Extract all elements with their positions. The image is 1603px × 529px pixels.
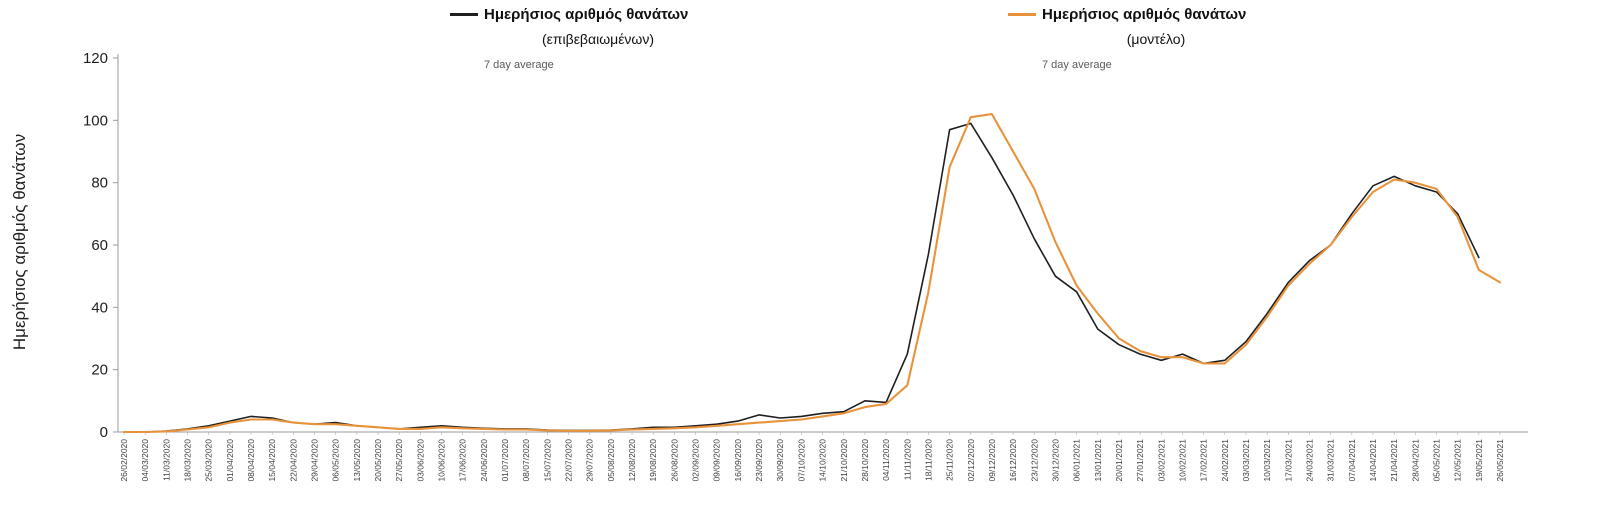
x-tick-label: 03/03/2021 [1241,439,1251,482]
x-tick-label: 18/03/2020 [183,439,193,482]
x-tick-label: 16/09/2020 [733,439,743,482]
model-series-swatch [1008,13,1036,16]
x-tick-label: 14/04/2021 [1368,439,1378,482]
x-tick-label: 22/04/2020 [288,439,298,482]
x-tick-label: 24/03/2021 [1304,439,1314,482]
x-tick-label: 11/11/2020 [902,439,912,481]
x-tick-label: 08/07/2020 [521,439,531,482]
x-tick-label: 25/03/2020 [204,439,214,482]
x-tick-label: 13/05/2020 [352,439,362,482]
x-tick-label: 04/11/2020 [881,439,891,481]
x-tick-label: 30/09/2020 [775,439,785,482]
x-tick-label: 19/05/2021 [1474,439,1484,482]
x-tick-label: 17/02/2021 [1199,439,1209,482]
legend-model-subtitle: (μοντέλο) [1126,31,1186,47]
x-tick-label: 20/01/2021 [1114,439,1124,482]
x-tick-label: 01/07/2020 [500,439,510,482]
legend-model-average-note: 7 day average [1042,59,1112,71]
x-tick-label: 20/05/2020 [373,439,383,482]
legend-confirmed-subtitle: (επιβεβαιωμένων) [541,31,655,47]
x-tick-label: 31/03/2021 [1326,439,1336,482]
x-tick-label: 15/04/2020 [267,439,277,482]
confirmed-deaths-line [123,122,1480,433]
x-tick-label: 25/11/2020 [945,439,955,481]
x-tick-label: 29/07/2020 [585,439,595,482]
legend-item-confirmed: Ημερήσιος αριθμός θανάτων (επιβεβαιωμένω… [450,4,712,71]
x-tick-label: 10/02/2021 [1177,439,1187,482]
x-tick-label: 01/04/2020 [225,439,235,482]
x-tick-label: 27/01/2021 [1135,439,1145,482]
x-tick-label: 28/04/2021 [1410,439,1420,482]
x-tick-label: 21/10/2020 [839,439,849,482]
y-tick-label: 0 [100,424,108,441]
legend-model-title: Ημερήσιος αριθμός θανάτων [1042,6,1247,23]
x-tick-label: 10/03/2021 [1262,439,1272,482]
x-tick-label: 07/04/2021 [1347,439,1357,482]
x-tick-label: 08/04/2020 [246,439,256,482]
x-tick-label: 12/05/2021 [1453,439,1463,482]
model-deaths-line [122,113,1502,434]
x-tick-label: 04/03/2020 [140,439,150,482]
x-tick-label: 12/08/2020 [627,439,637,482]
x-tick-label: 30/12/2020 [1050,439,1060,482]
x-tick-label: 17/03/2021 [1283,439,1293,482]
x-tick-label: 03/02/2021 [1156,439,1166,482]
x-tick-label: 19/08/2020 [648,439,658,482]
legend-confirmed-average-note: 7 day average [484,59,554,71]
x-tick-label: 18/11/2020 [923,439,933,481]
x-tick-label: 05/05/2021 [1431,439,1441,482]
x-tick-label: 28/10/2020 [860,439,870,482]
legend-confirmed-title: Ημερήσιος αριθμός θανάτων [484,6,689,23]
x-tick-label: 26/05/2021 [1495,439,1505,482]
x-tick-label: 06/05/2020 [331,439,341,482]
x-tick-label: 05/08/2020 [606,439,616,482]
x-tick-label: 17/06/2020 [458,439,468,482]
x-tick-label: 02/12/2020 [966,439,976,482]
x-tick-label: 13/01/2021 [1093,439,1103,482]
y-tick-label: 20 [91,362,108,379]
x-tick-label: 26/02/2020 [119,439,129,482]
x-tick-label: 07/10/2020 [796,439,806,482]
x-tick-label: 29/04/2020 [310,439,320,482]
x-tick-label: 21/04/2021 [1389,439,1399,482]
x-tick-label: 23/09/2020 [754,439,764,482]
y-tick-label: 40 [91,299,108,316]
x-tick-label: 24/06/2020 [479,439,489,482]
x-tick-label: 24/02/2021 [1220,439,1230,482]
y-tick-label: 80 [91,175,108,192]
x-tick-label: 03/06/2020 [415,439,425,482]
x-tick-label: 10/06/2020 [437,439,447,482]
x-tick-label: 26/08/2020 [669,439,679,482]
x-tick-label: 09/09/2020 [712,439,722,482]
x-tick-label: 11/03/2020 [161,439,171,481]
y-tick-label: 100 [83,112,108,129]
x-tick-label: 23/12/2020 [1029,439,1039,482]
x-tick-label: 02/09/2020 [691,439,701,482]
x-tick-label: 09/12/2020 [987,439,997,482]
x-tick-label: 15/07/2020 [542,439,552,482]
legend-item-model: Ημερήσιος αριθμός θανάτων (μοντέλο) 7 da… [1008,4,1270,71]
x-tick-label: 27/05/2020 [394,439,404,482]
y-tick-label: 120 [83,50,108,67]
x-tick-label: 22/07/2020 [564,439,574,482]
x-tick-label: 06/01/2021 [1072,439,1082,482]
x-tick-label: 14/10/2020 [818,439,828,482]
x-tick-label: 16/12/2020 [1008,439,1018,482]
confirmed-series-swatch [450,13,478,16]
y-tick-label: 60 [91,237,108,254]
